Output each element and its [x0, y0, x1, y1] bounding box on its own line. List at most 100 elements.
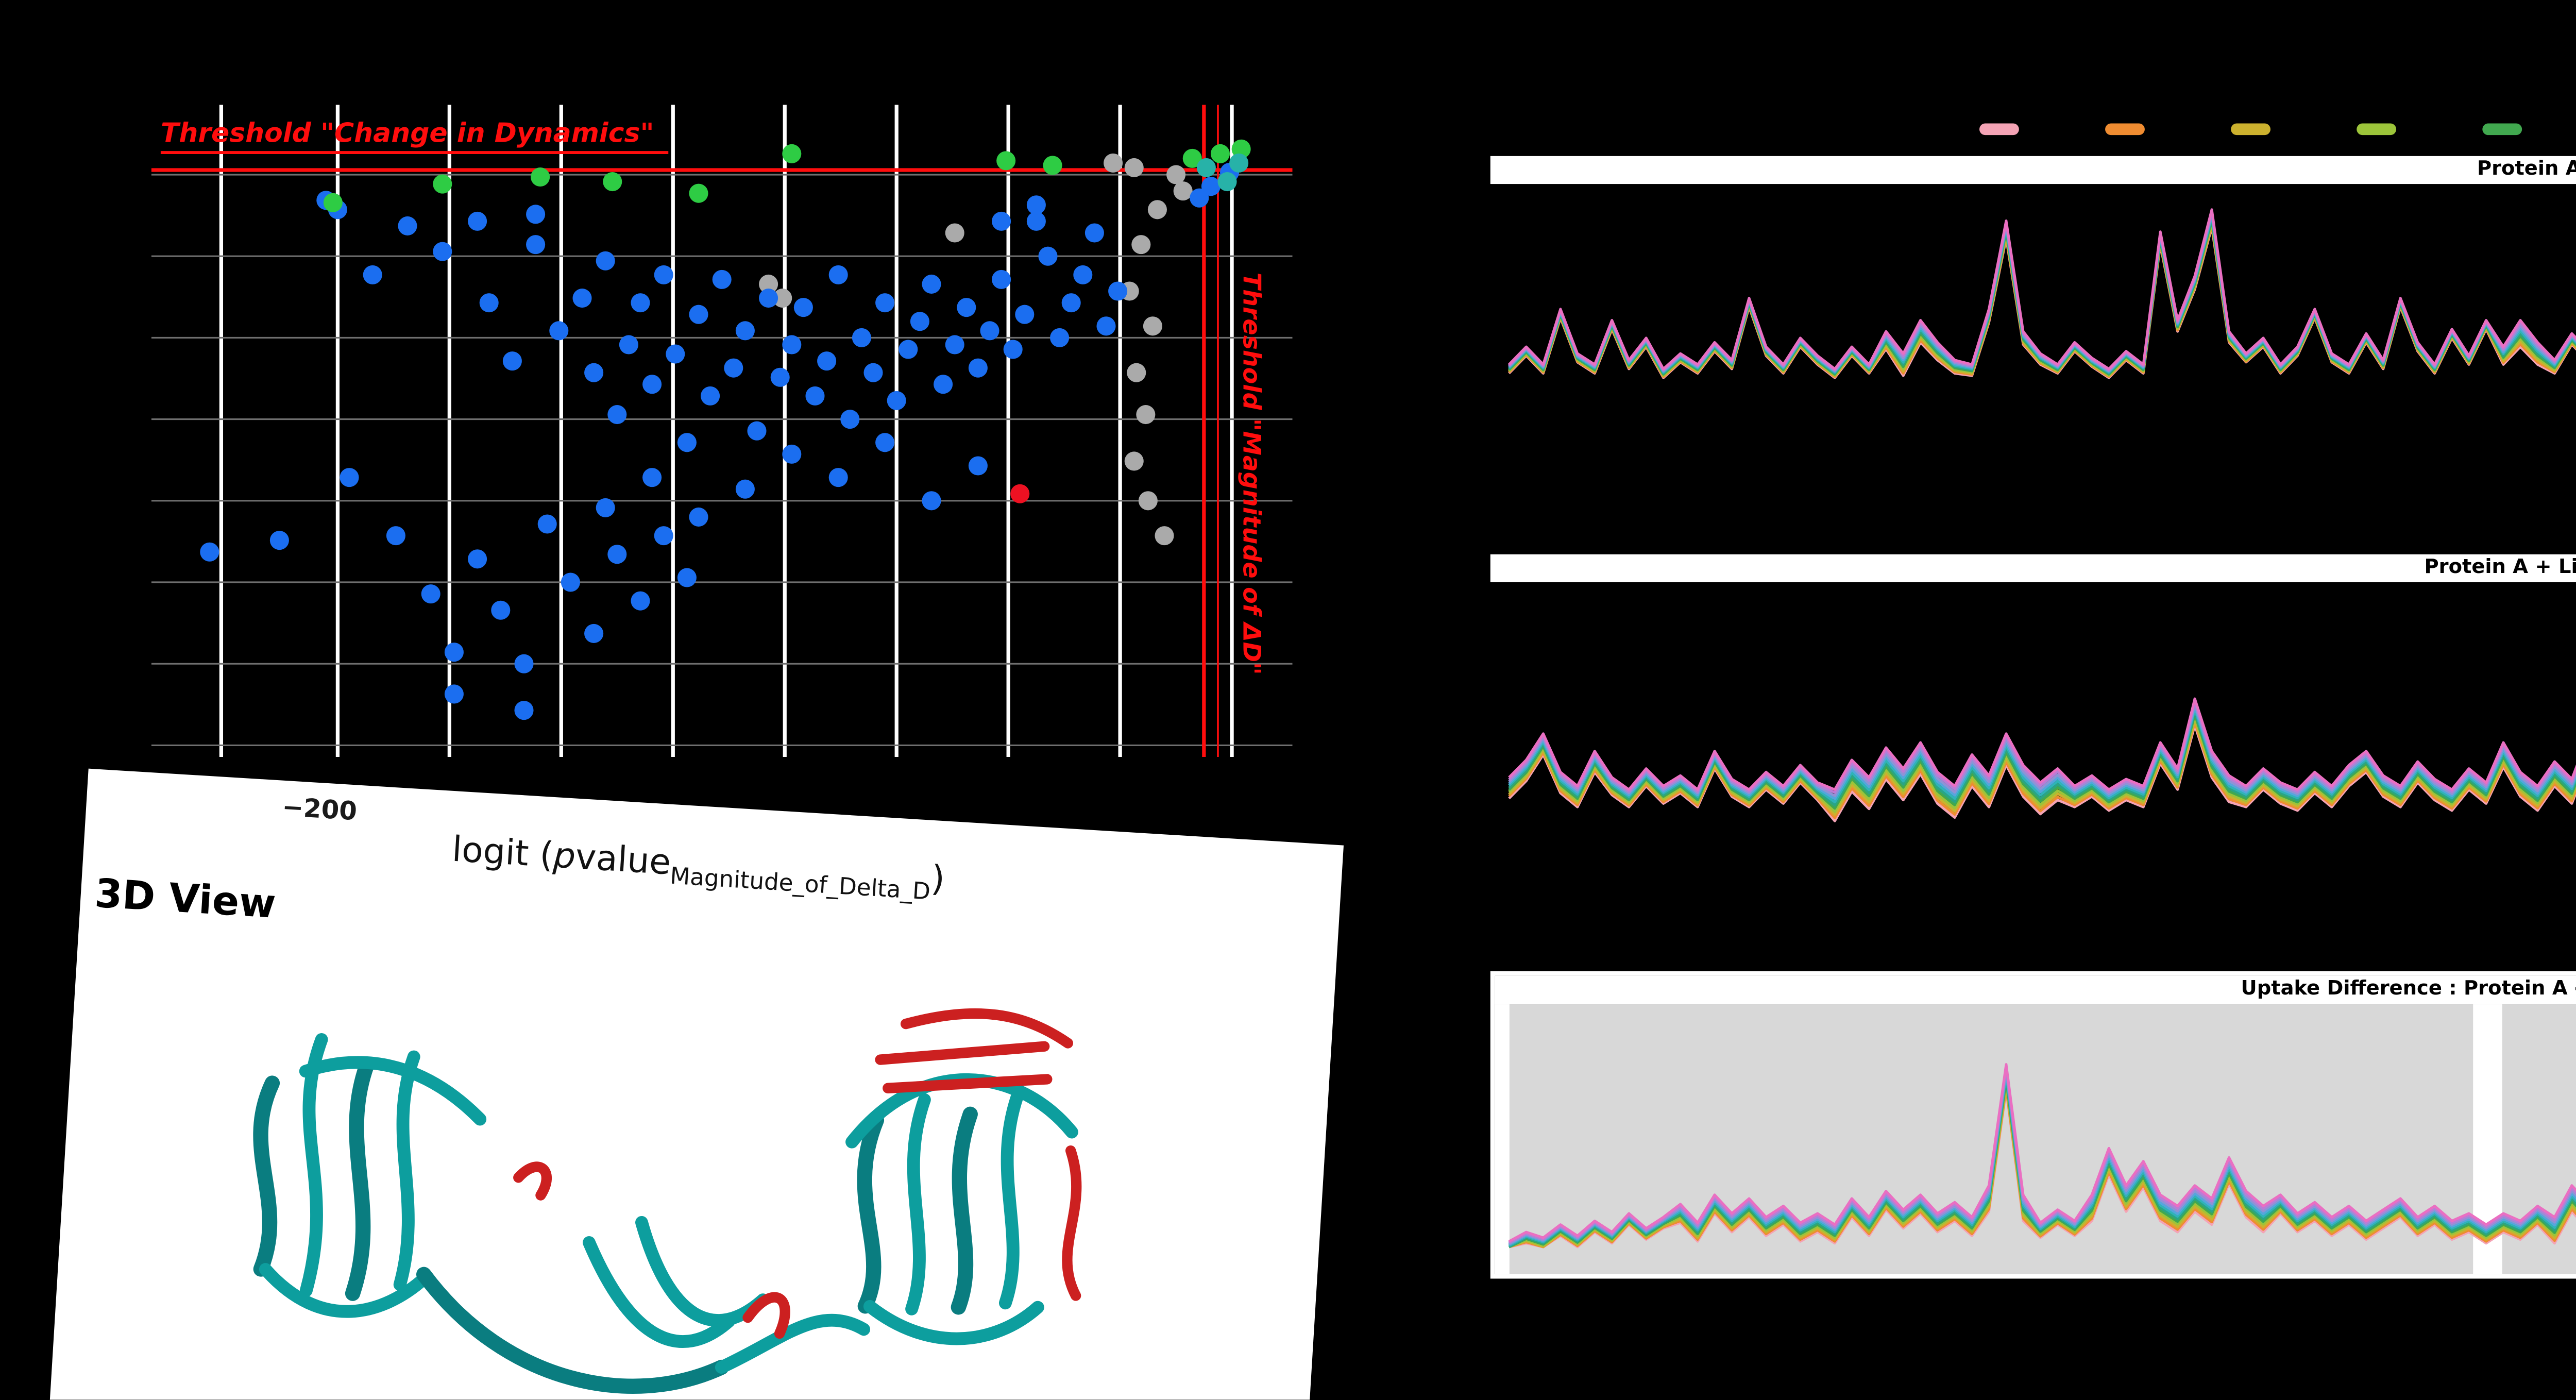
- scatter-point-blue[interactable]: [479, 293, 499, 313]
- scatter-point-blue[interactable]: [491, 600, 511, 620]
- scatter-point-blue[interactable]: [1038, 246, 1058, 266]
- scatter-point-blue[interactable]: [561, 572, 580, 592]
- scatter-point-blue[interactable]: [992, 269, 1011, 289]
- legend-dash-4[interactable]: [2482, 123, 2522, 134]
- scatter-point-blue[interactable]: [1084, 223, 1104, 243]
- scatter-point-blue[interactable]: [793, 298, 813, 317]
- scatter-point-blue[interactable]: [584, 623, 604, 643]
- scatter-point-blue[interactable]: [596, 498, 615, 517]
- scatter-point-gray[interactable]: [1166, 165, 1186, 184]
- scatter-point-blue[interactable]: [782, 444, 802, 464]
- scatter-point-blue[interactable]: [922, 274, 941, 294]
- scatter-point-blue[interactable]: [1015, 305, 1035, 324]
- protein-a-ligand-chart[interactable]: [1490, 582, 2576, 943]
- scatter-point-green[interactable]: [1043, 156, 1062, 175]
- scatter-point-blue[interactable]: [689, 507, 708, 527]
- scatter-point-gray[interactable]: [1127, 363, 1146, 382]
- scatter-point-gray[interactable]: [759, 274, 778, 294]
- scatter-point-blue[interactable]: [631, 293, 650, 313]
- scatter-point-blue[interactable]: [945, 335, 964, 355]
- scatter-point-blue[interactable]: [747, 421, 767, 441]
- scatter-point-blue[interactable]: [1003, 340, 1023, 359]
- scatter-point-blue[interactable]: [444, 684, 464, 704]
- scatter-point-blue[interactable]: [701, 386, 720, 406]
- legend-dash-0[interactable]: [1979, 123, 2019, 134]
- scatter-point-blue[interactable]: [957, 298, 976, 317]
- scatter-point-blue[interactable]: [607, 545, 627, 564]
- scatter-point-blue[interactable]: [828, 468, 848, 487]
- scatter-point-blue[interactable]: [724, 358, 743, 378]
- scatter-point-gray[interactable]: [1155, 526, 1174, 546]
- scatter-point-blue[interactable]: [537, 514, 557, 534]
- scatter-point-blue[interactable]: [433, 242, 452, 261]
- scatter-point-blue[interactable]: [817, 351, 837, 371]
- scatter-point-blue[interactable]: [852, 328, 871, 347]
- protein-a-chart[interactable]: [1490, 184, 2576, 526]
- scatter-point-green[interactable]: [689, 183, 708, 203]
- scatter-point-green[interactable]: [1182, 148, 1202, 168]
- scatter-point-gray[interactable]: [1143, 316, 1162, 336]
- legend-dash-2[interactable]: [2231, 123, 2270, 134]
- scatter-point-blue[interactable]: [398, 216, 417, 235]
- volcano-plot[interactable]: Threshold "Change in Dynamics" Threshold …: [151, 105, 1293, 757]
- scatter-point-blue[interactable]: [770, 367, 790, 387]
- scatter-point-blue[interactable]: [526, 205, 546, 224]
- scatter-point-blue[interactable]: [666, 344, 685, 364]
- scatter-point-blue[interactable]: [572, 289, 592, 308]
- scatter-point-blue[interactable]: [1026, 211, 1046, 231]
- scatter-point-blue[interactable]: [619, 335, 638, 355]
- scatter-point-blue[interactable]: [468, 549, 487, 569]
- scatter-point-blue[interactable]: [269, 531, 289, 550]
- scatter-point-gray[interactable]: [1104, 153, 1123, 173]
- scatter-point-gray[interactable]: [1136, 405, 1156, 425]
- scatter-point-red[interactable]: [1010, 484, 1030, 503]
- scatter-point-blue[interactable]: [1096, 316, 1116, 336]
- scatter-point-gray[interactable]: [1147, 200, 1167, 220]
- scatter-point-blue[interactable]: [735, 321, 755, 341]
- scatter-point-blue[interactable]: [934, 375, 953, 394]
- scatter-point-teal[interactable]: [1217, 172, 1237, 192]
- scatter-point-gray[interactable]: [1173, 181, 1193, 201]
- scatter-point-blue[interactable]: [875, 293, 895, 313]
- scatter-point-blue[interactable]: [642, 375, 662, 394]
- scatter-point-blue[interactable]: [654, 526, 673, 546]
- scatter-point-gray[interactable]: [1131, 235, 1151, 255]
- scatter-point-blue[interactable]: [363, 265, 382, 284]
- uptake-difference-chart[interactable]: [1495, 1004, 2576, 1274]
- scatter-point-gray[interactable]: [1124, 158, 1144, 177]
- scatter-point-blue[interactable]: [1050, 328, 1070, 347]
- scatter-point-blue[interactable]: [910, 312, 929, 331]
- scatter-point-blue[interactable]: [607, 405, 627, 425]
- scatter-point-blue[interactable]: [689, 305, 708, 324]
- scatter-point-blue[interactable]: [840, 410, 860, 429]
- scatter-point-blue[interactable]: [340, 468, 359, 487]
- scatter-point-blue[interactable]: [1108, 281, 1128, 301]
- scatter-point-blue[interactable]: [200, 542, 219, 562]
- scatter-point-blue[interactable]: [502, 351, 522, 371]
- scatter-point-gray[interactable]: [1124, 451, 1144, 471]
- scatter-point-green[interactable]: [996, 151, 1016, 171]
- scatter-point-blue[interactable]: [992, 211, 1011, 231]
- scatter-point-blue[interactable]: [875, 433, 895, 452]
- scatter-point-blue[interactable]: [677, 568, 697, 587]
- scatter-point-blue[interactable]: [549, 321, 569, 341]
- scatter-point-blue[interactable]: [735, 479, 755, 499]
- scatter-point-blue[interactable]: [631, 591, 650, 611]
- scatter-point-blue[interactable]: [444, 643, 464, 662]
- protein-ribbon[interactable]: [155, 933, 1137, 1400]
- scatter-point-blue[interactable]: [805, 386, 825, 406]
- scatter-point-green[interactable]: [1210, 144, 1230, 163]
- scatter-point-blue[interactable]: [863, 363, 883, 382]
- scatter-point-blue[interactable]: [421, 584, 440, 604]
- scatter-point-green[interactable]: [603, 172, 622, 192]
- scatter-point-blue[interactable]: [584, 363, 604, 382]
- legend-dash-1[interactable]: [2105, 123, 2145, 134]
- scatter-point-blue[interactable]: [468, 211, 487, 231]
- scatter-point-blue[interactable]: [526, 235, 546, 255]
- scatter-point-blue[interactable]: [828, 265, 848, 284]
- scatter-point-blue[interactable]: [887, 391, 906, 410]
- scatter-point-green[interactable]: [433, 174, 452, 194]
- legend-dash-3[interactable]: [2357, 123, 2397, 134]
- scatter-point-blue[interactable]: [514, 701, 534, 720]
- scatter-point-green[interactable]: [323, 193, 343, 212]
